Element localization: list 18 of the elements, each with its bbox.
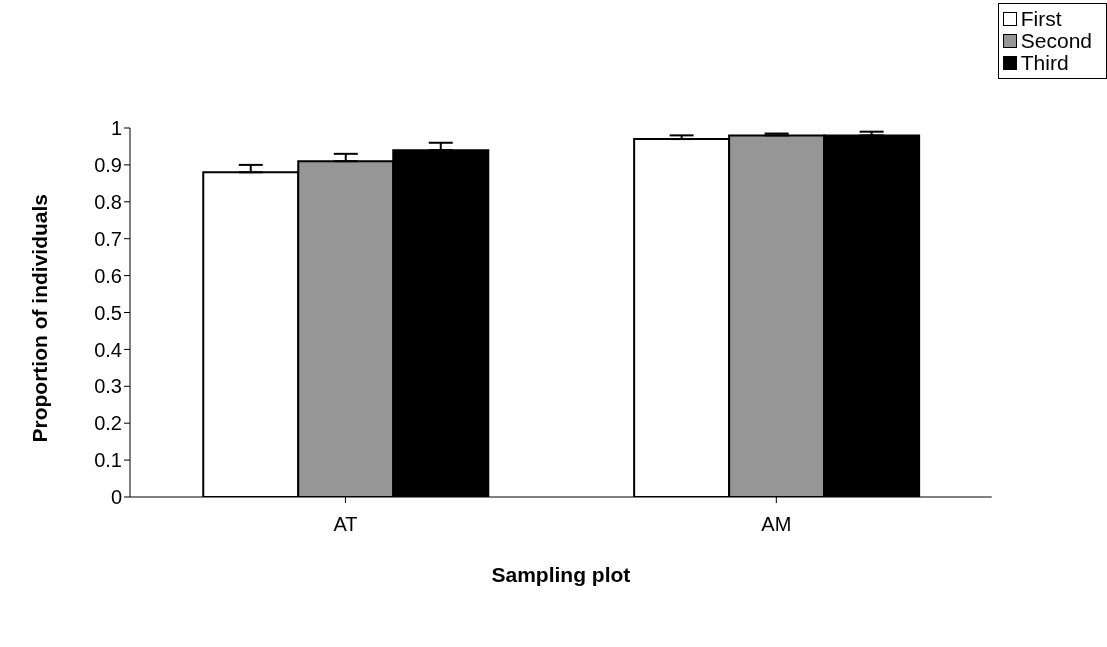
- legend-label: Second: [1020, 29, 1092, 52]
- y-tick-label: 1: [110, 117, 122, 140]
- legend-label: First: [1020, 7, 1062, 30]
- y-axis-title: Proportion of individuals: [28, 194, 52, 443]
- x-axis-title: Sampling plot: [491, 563, 631, 586]
- y-tick-label: 0.8: [94, 190, 122, 213]
- x-tick-label: AT: [333, 513, 358, 536]
- y-tick-label: 0.3: [94, 375, 122, 398]
- y-tick-label: 0.7: [94, 227, 122, 250]
- y-tick-label: 0.2: [94, 412, 122, 435]
- y-tick-label: 0.1: [94, 449, 122, 472]
- legend-label: Third: [1020, 51, 1069, 74]
- y-tick-label: 0.5: [94, 301, 122, 324]
- y-tick-label: 0: [110, 486, 122, 509]
- x-tick-label: AM: [761, 513, 792, 536]
- y-tick-label: 0.9: [94, 154, 122, 176]
- y-tick-label: 0.6: [94, 264, 122, 287]
- y-tick-label: 0.4: [94, 338, 122, 361]
